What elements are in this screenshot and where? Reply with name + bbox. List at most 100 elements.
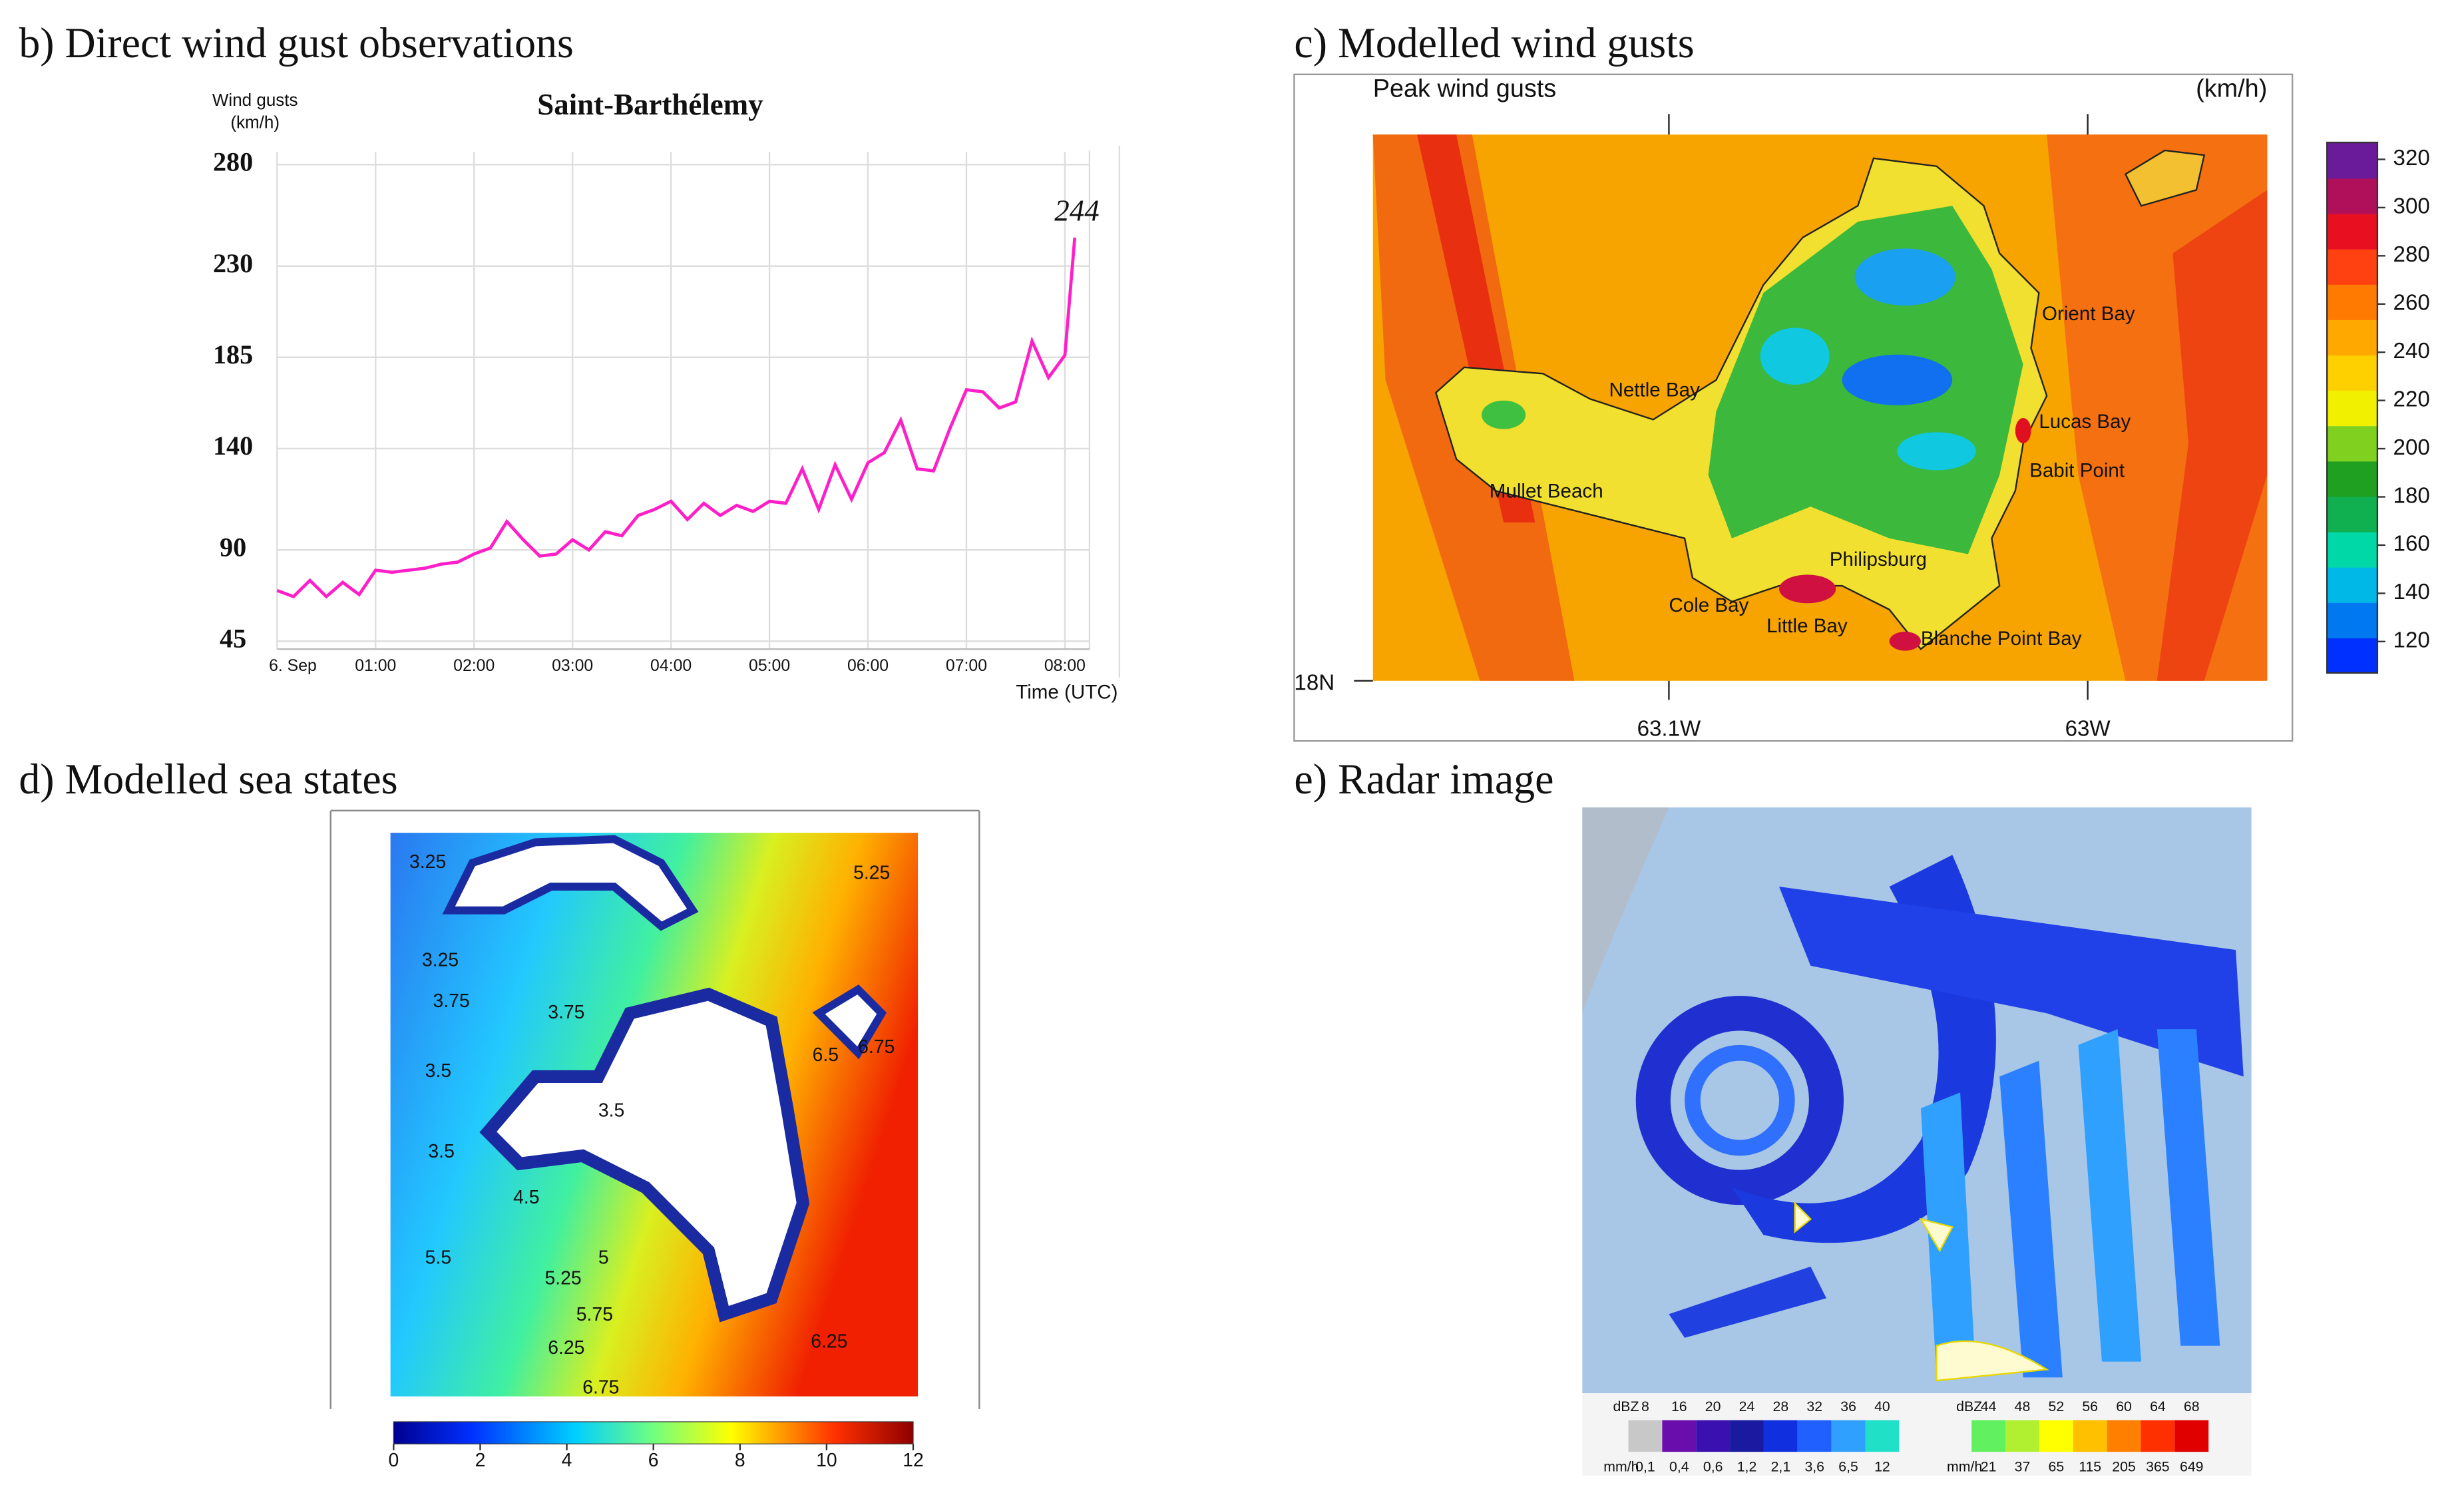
colorbar-swatch [2327,354,2377,391]
place-label: Cole Bay [1669,594,1748,616]
legend-label: 37 [2015,1459,2031,1475]
colorbar-label: 0 [388,1450,399,1471]
echo [1779,887,2244,1077]
island-outline [1919,1217,1953,1253]
lat-label: 18N [1294,670,1335,695]
island [479,987,810,1323]
x-tick-label: 08:00 [1044,656,1086,675]
colorbar-label: 8 [735,1450,745,1471]
place-label: Babit Point [2029,460,2125,482]
legend-label: 68 [2184,1398,2200,1414]
colorbar-swatch [2327,142,2377,179]
island [442,835,699,931]
echo [1669,1266,1826,1338]
legend-label: 205 [2112,1459,2135,1475]
colorbar-label: 120 [2393,628,2430,653]
legend-label: 1,2 [1737,1459,1757,1475]
contour-label: 5 [598,1247,609,1268]
y-tick-label: 185 [213,339,253,369]
x-tick-label: 6. Sep [269,656,317,675]
legend-swatch [1831,1420,1866,1452]
radar-image: dBZ mm/h 8 16 20 24 28 32 36 40 0,1 0,4 0,6 1,2 2,1 3,6… [1582,807,2252,1476]
colorbar-label: 260 [2393,290,2430,315]
colorbar-label: 320 [2393,146,2430,170]
contour-label: 3.5 [425,1060,451,1082]
colorbar-swatch [2327,389,2377,427]
colorbar-label: 2 [475,1450,486,1471]
gust-field [1897,432,1976,471]
contour-label: 6.25 [548,1337,584,1359]
contour-label: 5.5 [425,1247,451,1268]
legend-label: 0,1 [1635,1459,1655,1475]
legend-unit: mm/h [1947,1459,1982,1475]
echo [2078,1029,2142,1362]
map-title: Peak wind gusts [1373,75,1557,103]
legend-label: 6,5 [1838,1459,1858,1475]
legend-label: 64 [2150,1398,2166,1414]
contour-label: 3.25 [409,851,446,873]
colorbar-label: 10 [816,1450,837,1471]
colorbar-label: 12 [903,1450,924,1471]
legend-label: 649 [2180,1459,2203,1475]
island [812,984,887,1060]
legend-label: 0,6 [1703,1459,1723,1475]
colorbar-swatch [2327,248,2377,285]
colorbar-label: 300 [2393,194,2430,219]
y-axis-label: (km/h) [230,112,280,132]
legend-label: 36 [1840,1398,1856,1414]
x-tick-label: 05:00 [749,656,790,675]
island-outline [1794,1201,1812,1234]
legend-unit: dBZ [1956,1398,1982,1414]
contour-label: 3.5 [428,1141,454,1162]
panel-title: d) Modelled sea states [19,755,397,803]
gust-field [1779,574,1836,604]
colorbar-label: 220 [2393,387,2430,411]
legend-label: 3,6 [1804,1459,1824,1475]
legend-label: 32 [1806,1398,1822,1414]
colorbar-swatch [2327,319,2377,355]
x-tick-label: 02:00 [453,656,495,675]
legend-label: 8 [1641,1398,1649,1414]
contour-label: 5.25 [853,862,890,883]
echo [1635,996,1844,1205]
colorbar-swatch [2327,425,2377,462]
contour-label: 6.75 [858,1036,895,1058]
legend-swatch [2005,1420,2039,1452]
legend-swatch [1797,1420,1832,1452]
contour-label: 6.5 [813,1044,839,1066]
x-tick-label: 03:00 [552,656,593,675]
colorbar-swatch [2327,496,2377,533]
island-outline [1936,1340,2049,1382]
colorbar-swatch [2327,602,2377,638]
y-tick-label: 90 [220,532,246,562]
x-tick-label: 06:00 [847,656,889,675]
x-axis-label: Time (UTC) [1016,682,1118,704]
place-label: Philipsburg [1830,548,1927,570]
gust-field [1760,327,1830,385]
gust-field [2015,417,2031,444]
place-label: Mullet Beach [1490,481,1603,503]
legend-label: 65 [2049,1459,2065,1475]
legend-label: 115 [2079,1459,2101,1475]
colorbar [393,1421,914,1444]
gust-field [2156,190,2268,681]
legend-label: 12 [1874,1459,1890,1475]
legend-swatch [1628,1420,1663,1452]
gust-field [1854,248,1955,306]
wind-map: Peak wind gusts (km/h) 18N 63.1W 63W Net… [1293,73,2430,742]
colorbar-label: 4 [562,1450,572,1471]
legend-swatch [1971,1420,2006,1452]
island [2124,149,2206,207]
radar-mask [1582,807,1669,1014]
lon-label: 63.1W [1637,716,1701,741]
legend-swatch [1763,1420,1798,1452]
chart-title: Saint-Barthélemy [537,88,763,121]
gust-field [1889,632,1921,651]
echo [1999,1060,2063,1378]
colorbar-label: 200 [2393,435,2430,460]
panel-title: b) Direct wind gust observations [19,19,574,67]
place-label: Orient Bay [2042,303,2135,325]
x-tick-label: 04:00 [650,656,692,675]
colorbar-label: 160 [2393,532,2430,556]
